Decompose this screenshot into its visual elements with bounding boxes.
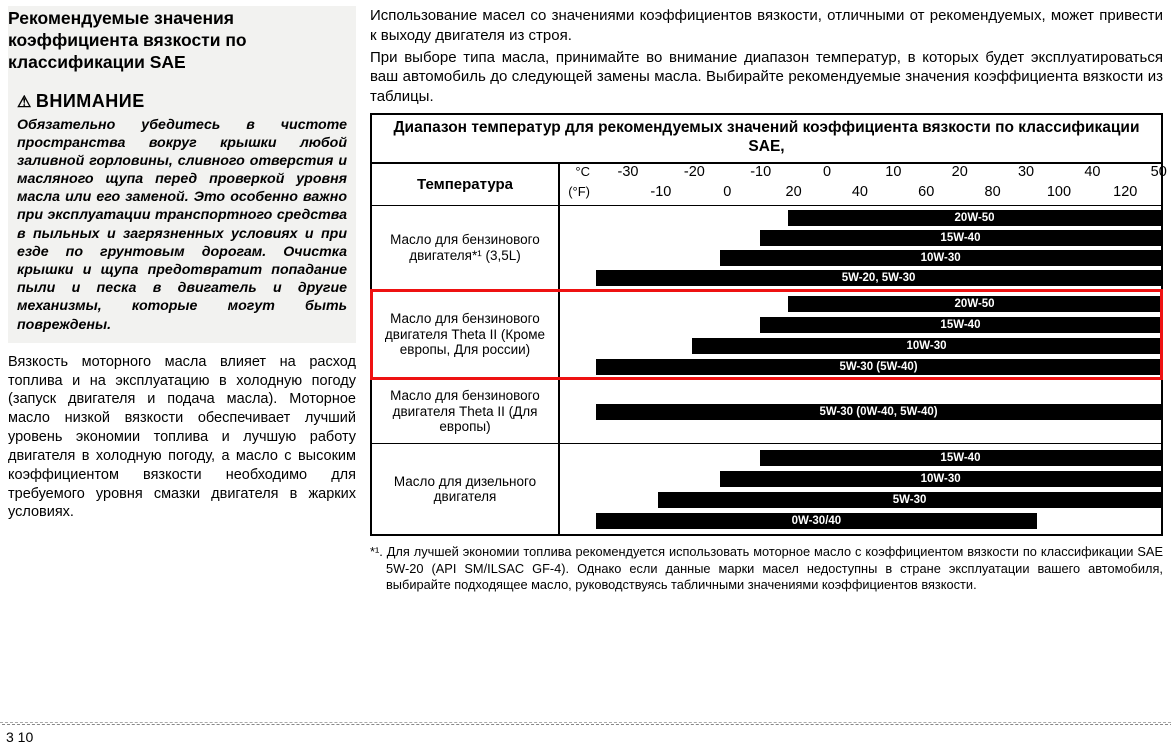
c-tick: 10 (885, 164, 901, 180)
viscosity-bar: 5W-20, 5W-30 (596, 270, 1161, 286)
sae-heading: Рекомендуемые значения коэффициента вязк… (8, 6, 356, 84)
viscosity-bar: 10W-30 (720, 471, 1161, 487)
c-tick: 50 (1151, 164, 1167, 180)
chart-group: 20W-50 15W-40 10W-30 5W-30 (5W-40) (560, 290, 1161, 380)
celsius-unit: °C (560, 164, 594, 184)
f-tick: 80 (985, 184, 1001, 200)
viscosity-bar: 0W-30/40 (596, 513, 1037, 529)
row-labels-col: Температура Масло для бензинового двигат… (372, 164, 560, 534)
c-tick: 0 (823, 164, 831, 180)
right-column: Использование масел со значениями коэффи… (370, 6, 1163, 594)
group-label: Масло для дизельного двигателя (372, 444, 558, 534)
warning-box: ⚠ВНИМАНИЕ Обязательно убедитесь в чистот… (8, 84, 356, 343)
viscosity-bar: 10W-30 (720, 250, 1161, 266)
chart-group: 15W-40 10W-30 5W-30 0W-30/40 (560, 444, 1161, 534)
fahrenheit-unit: (°F) (560, 184, 594, 204)
viscosity-bar: 20W-50 (788, 210, 1161, 226)
viscosity-chart: Диапазон температур для рекомендуемых зн… (370, 113, 1163, 536)
f-tick: 100 (1047, 184, 1071, 200)
left-column: Рекомендуемые значения коэффициента вязк… (8, 6, 356, 594)
f-tick: 40 (852, 184, 868, 200)
group-label: Масло для бензинового двигателя Theta II… (372, 380, 558, 444)
right-para-1: Использование масел со значениями коэффи… (370, 6, 1163, 46)
f-tick: 60 (918, 184, 934, 200)
warning-title-text: ВНИМАНИЕ (36, 91, 145, 111)
chart-group: 5W-30 (0W-40, 5W-40) (560, 380, 1161, 444)
page-separator (0, 722, 1171, 723)
c-tick: -30 (618, 164, 639, 180)
right-para-2: При выборе типа масла, принимайте во вни… (370, 48, 1163, 107)
f-tick: 0 (723, 184, 731, 200)
f-tick: -10 (650, 184, 671, 200)
group-label: Масло для бензинового двигателя Theta II… (372, 290, 558, 380)
chart-group: 20W-50 15W-40 10W-30 5W-20, 5W-30 (560, 206, 1161, 290)
f-tick: 120 (1113, 184, 1137, 200)
viscosity-bar: 5W-30 (0W-40, 5W-40) (596, 404, 1161, 420)
c-tick: 40 (1084, 164, 1100, 180)
viscosity-bar: 15W-40 (760, 450, 1161, 466)
c-tick: 30 (1018, 164, 1034, 180)
warning-icon: ⚠ (17, 94, 32, 111)
viscosity-bar: 5W-30 (5W-40) (596, 359, 1161, 375)
viscosity-bar: 5W-30 (658, 492, 1161, 508)
c-tick: -10 (750, 164, 771, 180)
warning-text: Обязательно убедитесь в чистоте простран… (17, 116, 347, 334)
left-paragraph: Вязкость моторного масла влияет на расхо… (8, 353, 356, 523)
viscosity-bar: 20W-50 (788, 296, 1161, 312)
f-tick: 20 (786, 184, 802, 200)
temp-axis: °C -30-20-1001020304050 (°F) -1002040608… (560, 164, 1161, 206)
c-tick: -20 (684, 164, 705, 180)
viscosity-bar: 15W-40 (760, 317, 1161, 333)
viscosity-bar: 10W-30 (692, 338, 1161, 354)
temperature-label: Температура (372, 164, 558, 206)
warning-title: ⚠ВНИМАНИЕ (17, 91, 347, 112)
chart-area: °C -30-20-1001020304050 (°F) -1002040608… (560, 164, 1161, 534)
footnote: *¹. Для лучшей экономии топлива рекоменд… (370, 544, 1163, 594)
group-label: Масло для бензинового двигателя*¹ (3,5L) (372, 206, 558, 290)
c-tick: 20 (952, 164, 968, 180)
page-number: 3 10 (2, 724, 1171, 745)
chart-title: Диапазон температур для рекомендуемых зн… (372, 115, 1161, 164)
viscosity-bar: 15W-40 (760, 230, 1161, 246)
